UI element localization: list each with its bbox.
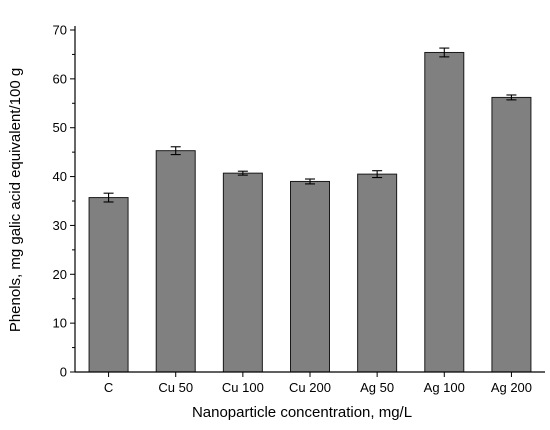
y-tick-label: 20 — [53, 267, 67, 282]
y-tick-label: 70 — [53, 23, 67, 38]
x-tick-label: Ag 200 — [491, 380, 532, 395]
y-tick-label: 40 — [53, 169, 67, 184]
x-tick-label: Ag 100 — [424, 380, 465, 395]
error-bars-group — [103, 47, 517, 203]
y-tick-label: 30 — [53, 218, 67, 233]
y-tick-label: 60 — [53, 71, 67, 86]
x-tick-label: Cu 200 — [289, 380, 331, 395]
x-tick-label: C — [104, 380, 113, 395]
axes-group: C Cu 50 Cu 100 Cu 200 Ag 50 Ag 100 Ag 200 0 10 20… — [53, 23, 545, 395]
error-bar — [506, 94, 517, 101]
y-axis-title: Phenols, mg galic acid equivalent/100 g — [7, 68, 24, 332]
error-bar — [372, 170, 383, 179]
x-tick-label: Cu 50 — [158, 380, 193, 395]
y-tick-label: 50 — [53, 120, 67, 135]
error-bar — [170, 146, 181, 156]
y-tick-label: 0 — [60, 365, 67, 380]
x-axis-title: Nanoparticle concentration, mg/L — [192, 404, 412, 421]
bar-cu-50 — [155, 150, 196, 373]
bar-cu-200 — [290, 180, 330, 373]
x-tick-label: Ag 50 — [360, 380, 394, 395]
bar-ag-100 — [424, 51, 465, 373]
error-bar — [305, 178, 315, 185]
bar-c — [88, 197, 129, 373]
error-bar — [103, 192, 114, 203]
bar-ag-50 — [357, 173, 398, 373]
x-tick-label: Cu 100 — [222, 380, 264, 395]
y-tick-label: 10 — [53, 316, 67, 331]
bars-group — [88, 51, 532, 373]
bar-ag-200 — [491, 96, 532, 373]
error-bar — [439, 47, 450, 58]
error-bar — [237, 170, 248, 176]
bar-cu-100 — [222, 172, 263, 373]
